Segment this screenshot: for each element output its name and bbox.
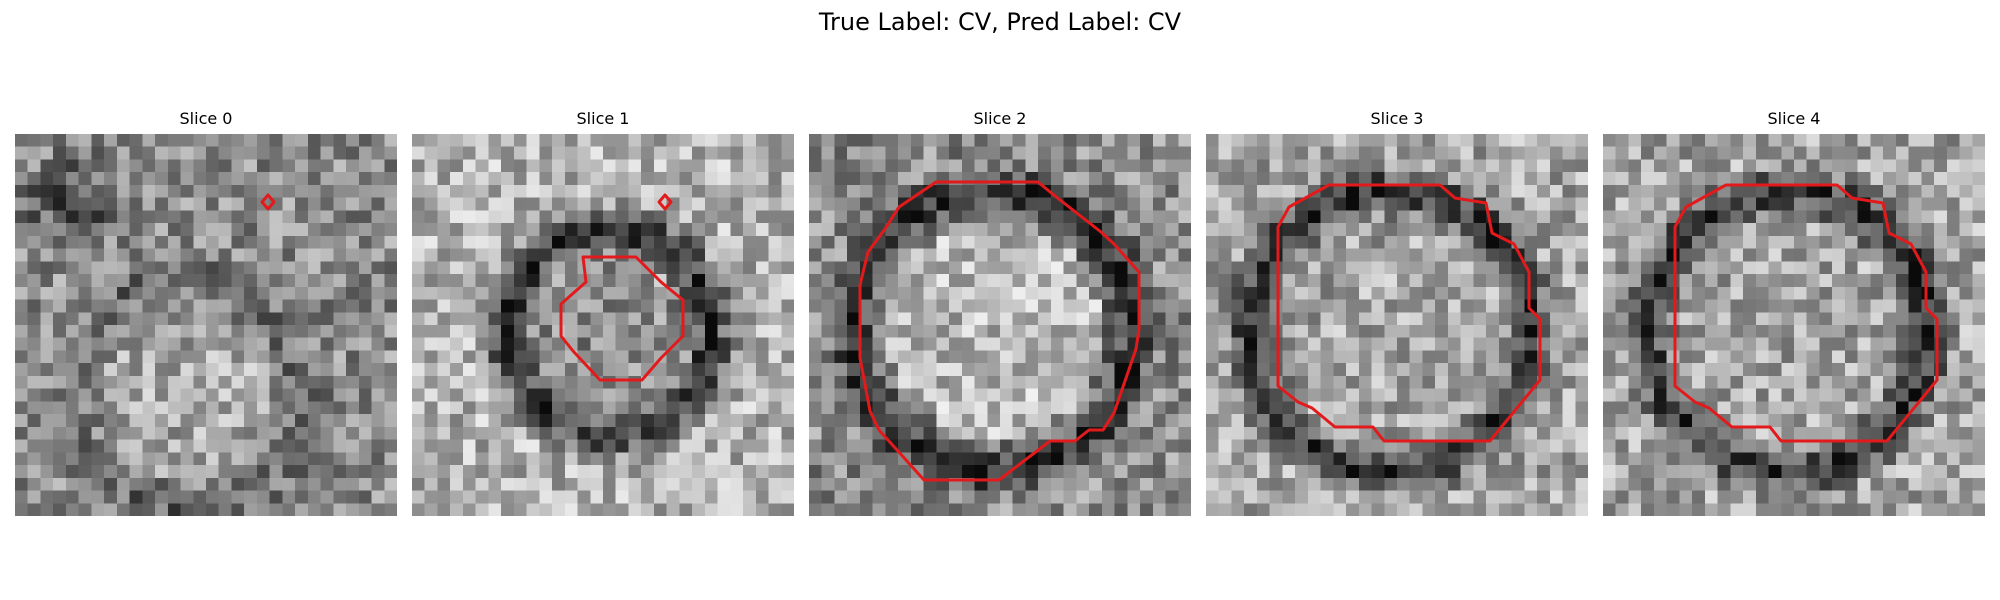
slice-0-title: Slice 0 [179,109,233,128]
slice-4-title: Slice 4 [1767,109,1821,128]
slice-0-image [15,134,397,516]
figure-suptitle: True Label: CV, Pred Label: CV [818,8,1182,36]
slice-1-title: Slice 1 [576,109,630,128]
slice-1-image [412,134,794,516]
slice-4-image [1603,134,1985,516]
slice-3-title: Slice 3 [1370,109,1424,128]
slice-2-title: Slice 2 [973,109,1027,128]
slice-2-image [809,134,1191,516]
slice-3-image [1206,134,1588,516]
